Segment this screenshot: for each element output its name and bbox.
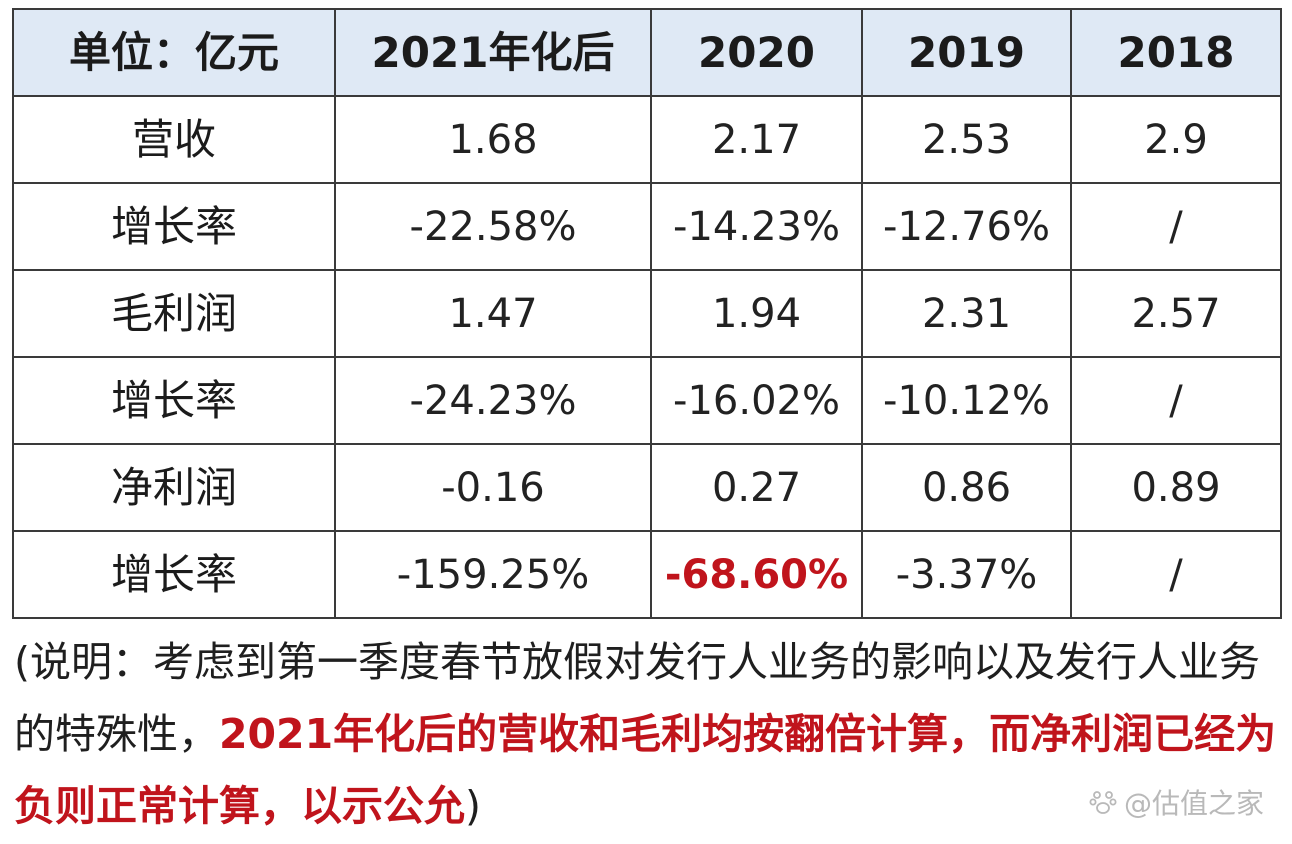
watermark: @估值之家	[1088, 782, 1264, 822]
table-cell: -22.58%	[334, 182, 652, 271]
table-cell: 1.47	[334, 269, 652, 358]
table-cell: 2.31	[861, 269, 1072, 358]
table-cell: -0.16	[334, 443, 652, 532]
table-cell: -10.12%	[861, 356, 1072, 445]
table-cell: -159.25%	[334, 530, 652, 619]
table-cell: -14.23%	[650, 182, 863, 271]
table-cell: -24.23%	[334, 356, 652, 445]
table-row-revenue: 营收 1.68 2.17 2.53 2.9	[12, 95, 1282, 184]
table-row-gross-profit-growth: 增长率 -24.23% -16.02% -10.12% /	[12, 356, 1282, 445]
financial-table: 单位：亿元 2021年化后 2020 2019 2018 营收 1.68 2.1…	[12, 8, 1282, 619]
paw-icon	[1089, 791, 1117, 814]
table-cell: -16.02%	[650, 356, 863, 445]
table-cell: -3.37%	[861, 530, 1072, 619]
table-cell: -12.76%	[861, 182, 1072, 271]
column-header-2020: 2020	[650, 8, 863, 97]
note-suffix: )	[465, 782, 481, 830]
table-header-row: 单位：亿元 2021年化后 2020 2019 2018	[12, 8, 1282, 97]
table-cell: /	[1070, 356, 1282, 445]
financial-table-container: 单位：亿元 2021年化后 2020 2019 2018 营收 1.68 2.1…	[12, 8, 1282, 619]
table-cell: 2.17	[650, 95, 863, 184]
table-cell-highlighted: -68.60%	[650, 530, 863, 619]
row-label: 增长率	[12, 182, 336, 271]
row-label: 增长率	[12, 356, 336, 445]
row-label: 毛利润	[12, 269, 336, 358]
table-row-net-profit: 净利润 -0.16 0.27 0.86 0.89	[12, 443, 1282, 532]
column-header-2019: 2019	[861, 8, 1072, 97]
table-row-net-profit-growth: 增长率 -159.25% -68.60% -3.37% /	[12, 530, 1282, 619]
row-label: 营收	[12, 95, 336, 184]
table-cell: /	[1070, 182, 1282, 271]
note-emphasis: 2021年化后的营收和毛利均按翻倍计算，而净利润已经为负则正常计算，以示公允	[14, 710, 1277, 830]
watermark-text: @估值之家	[1123, 787, 1264, 820]
table-cell: 1.94	[650, 269, 863, 358]
note-prefix: (说明：考虑到第一季度春节放假对发行人业务的影响以及发行人业务的特殊性，	[14, 638, 1260, 758]
table-cell: 2.9	[1070, 95, 1282, 184]
row-label: 增长率	[12, 530, 336, 619]
table-cell: 0.86	[861, 443, 1072, 532]
row-label: 净利润	[12, 443, 336, 532]
column-header-2021: 2021年化后	[334, 8, 652, 97]
table-cell: 0.27	[650, 443, 863, 532]
unit-header: 单位：亿元	[12, 8, 336, 97]
table-row-gross-profit: 毛利润 1.47 1.94 2.31 2.57	[12, 269, 1282, 358]
table-cell: 1.68	[334, 95, 652, 184]
table-cell: 0.89	[1070, 443, 1282, 532]
table-row-revenue-growth: 增长率 -22.58% -14.23% -12.76% /	[12, 182, 1282, 271]
column-header-2018: 2018	[1070, 8, 1282, 97]
explanatory-note: (说明：考虑到第一季度春节放假对发行人业务的影响以及发行人业务的特殊性，2021…	[14, 626, 1280, 842]
table-cell: 2.53	[861, 95, 1072, 184]
table-cell: 2.57	[1070, 269, 1282, 358]
table-cell: /	[1070, 530, 1282, 619]
